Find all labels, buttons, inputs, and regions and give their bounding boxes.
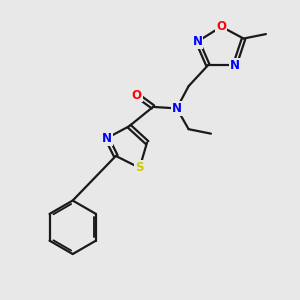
Text: N: N [102, 132, 112, 145]
Text: N: N [172, 102, 182, 115]
Text: N: N [230, 59, 240, 72]
Text: S: S [135, 161, 144, 174]
Text: O: O [216, 20, 226, 33]
Text: N: N [193, 35, 202, 48]
Text: O: O [132, 88, 142, 101]
